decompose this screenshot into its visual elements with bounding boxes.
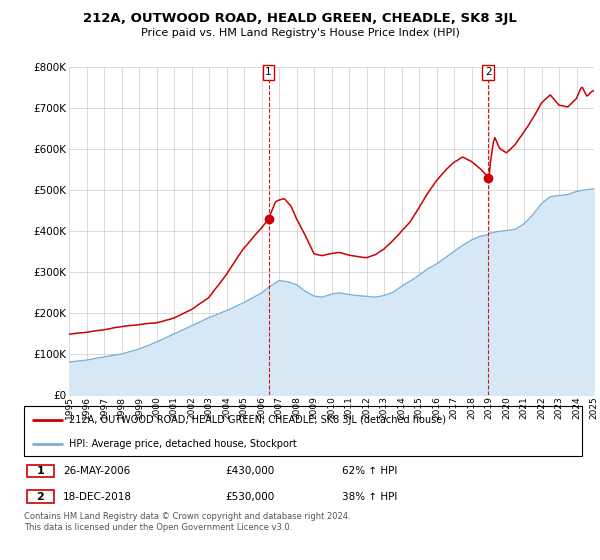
Text: 62% ↑ HPI: 62% ↑ HPI <box>342 466 397 476</box>
Text: 26-MAY-2006: 26-MAY-2006 <box>63 466 130 476</box>
Text: Contains HM Land Registry data © Crown copyright and database right 2024.
This d: Contains HM Land Registry data © Crown c… <box>24 512 350 532</box>
Text: 38% ↑ HPI: 38% ↑ HPI <box>342 492 397 502</box>
Text: 212A, OUTWOOD ROAD, HEALD GREEN, CHEADLE, SK8 3JL: 212A, OUTWOOD ROAD, HEALD GREEN, CHEADLE… <box>83 12 517 25</box>
FancyBboxPatch shape <box>27 491 53 503</box>
Text: 2: 2 <box>37 492 44 502</box>
Text: 212A, OUTWOOD ROAD, HEALD GREEN, CHEADLE, SK8 3JL (detached house): 212A, OUTWOOD ROAD, HEALD GREEN, CHEADLE… <box>68 415 446 425</box>
Text: 1: 1 <box>265 67 272 77</box>
Text: 2: 2 <box>485 67 491 77</box>
Text: Price paid vs. HM Land Registry's House Price Index (HPI): Price paid vs. HM Land Registry's House … <box>140 28 460 38</box>
Text: £430,000: £430,000 <box>225 466 274 476</box>
Text: HPI: Average price, detached house, Stockport: HPI: Average price, detached house, Stoc… <box>68 439 296 449</box>
Text: 18-DEC-2018: 18-DEC-2018 <box>63 492 132 502</box>
Text: 1: 1 <box>37 466 44 476</box>
FancyBboxPatch shape <box>27 465 53 477</box>
Text: £530,000: £530,000 <box>225 492 274 502</box>
